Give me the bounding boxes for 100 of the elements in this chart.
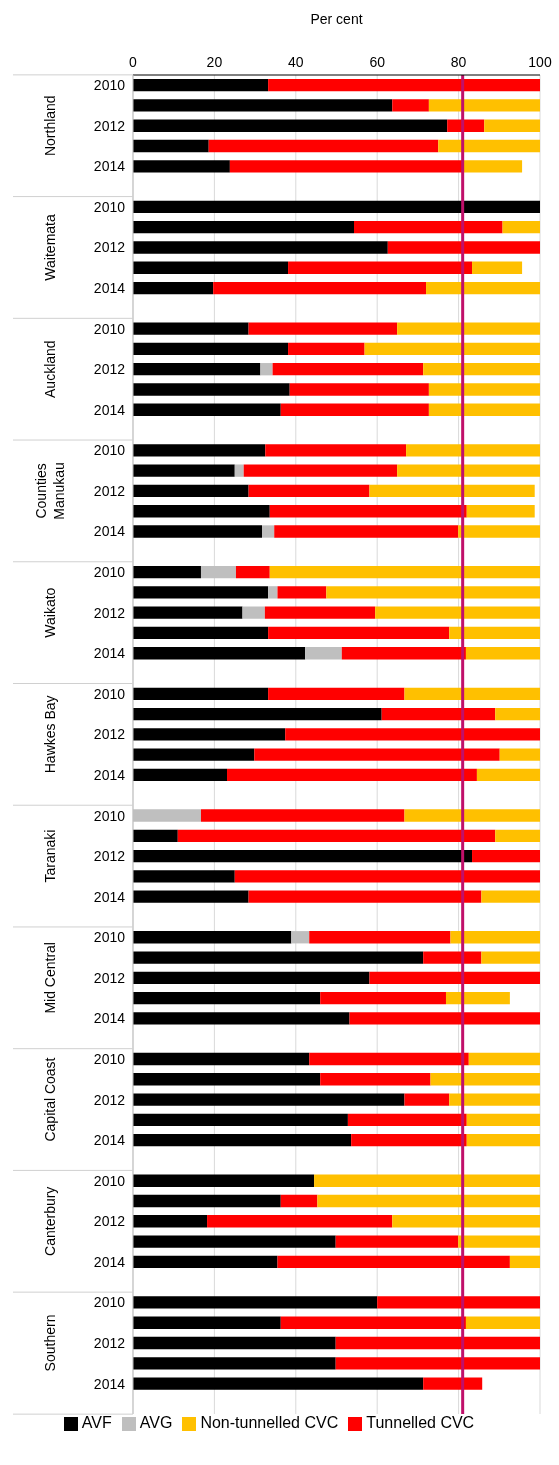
bar (133, 565, 201, 579)
y-tick-label: 2014 (93, 523, 126, 540)
bar (288, 342, 365, 356)
bar (291, 931, 310, 944)
bar (254, 748, 500, 761)
y-tick-label: 2012 (93, 361, 126, 378)
bar (404, 809, 540, 822)
bar (423, 1377, 483, 1390)
bar (133, 1133, 352, 1147)
bar (509, 1255, 540, 1269)
y-tick-label: 2010 (93, 320, 126, 337)
bar (406, 444, 540, 457)
y-tick-label: 2010 (93, 1294, 126, 1311)
bar (438, 139, 540, 153)
bar (133, 647, 306, 660)
bar (133, 403, 281, 416)
y-tick-label: 2010 (93, 77, 126, 94)
x-tick-label: 60 (369, 54, 386, 70)
bar (466, 1113, 540, 1127)
y-tick-label: 2012 (93, 117, 126, 134)
bar (133, 849, 473, 863)
y-tick-label: 2010 (93, 198, 126, 215)
bar (317, 1194, 540, 1208)
bar (133, 687, 269, 700)
text: Counties Manukau (33, 462, 67, 520)
bar (133, 829, 178, 842)
bar (133, 363, 261, 376)
x-axis-title: Per cent (309, 10, 364, 29)
bar (428, 383, 540, 396)
bar (341, 647, 466, 660)
y-tick-label: 2010 (93, 807, 126, 824)
bar (133, 707, 382, 721)
bar (133, 870, 235, 883)
bar (133, 79, 269, 92)
bar (133, 1174, 315, 1187)
bar (465, 647, 540, 660)
bar (495, 829, 540, 842)
bar (272, 363, 424, 376)
bar (248, 484, 370, 498)
bar (392, 1215, 540, 1228)
bar (484, 119, 540, 132)
bar (449, 626, 540, 640)
bar (235, 565, 270, 579)
bar (472, 261, 523, 274)
y-tick-label: 2014 (93, 1132, 126, 1149)
bar (387, 241, 540, 254)
y-tick-label: 2014 (93, 158, 126, 175)
bar (274, 525, 459, 538)
y-tick-label: 2014 (93, 888, 126, 905)
bar (133, 525, 263, 538)
bar (364, 342, 540, 356)
bar (133, 383, 290, 396)
bar (280, 403, 429, 416)
y-tick-label: 2010 (93, 564, 126, 581)
bar (458, 1235, 540, 1248)
bar (351, 1133, 467, 1147)
bar (269, 505, 467, 518)
bar (502, 221, 540, 234)
bar (229, 160, 464, 173)
bar (428, 99, 540, 112)
bar (133, 1052, 310, 1066)
bar (495, 707, 540, 721)
bar (133, 1235, 336, 1248)
bar (265, 444, 407, 457)
bar (326, 586, 540, 599)
legend-label: AVG (139, 1414, 173, 1431)
bar (264, 606, 376, 619)
bar (177, 829, 496, 842)
x-tick-label: 80 (450, 54, 467, 70)
legend-label: Non-tunnelled CVC (200, 1414, 339, 1431)
y-tick-label: 2014 (93, 401, 126, 418)
bar (335, 1357, 540, 1370)
bar (280, 1316, 466, 1329)
y-tick-label: 2014 (93, 1375, 126, 1392)
y-tick-label: 2012 (93, 239, 126, 256)
bar (133, 626, 269, 640)
bar (200, 565, 236, 579)
bar (133, 139, 209, 153)
bar (243, 464, 398, 477)
bar (404, 687, 540, 700)
y-tick-label: 2014 (93, 645, 126, 662)
bar (133, 1377, 424, 1390)
bar (404, 1093, 450, 1106)
bar (133, 99, 393, 112)
bar (347, 1113, 467, 1127)
bar (133, 322, 249, 335)
bar (472, 849, 540, 863)
bar (133, 586, 269, 599)
bar (430, 1073, 540, 1086)
bar (133, 200, 540, 214)
bar (354, 221, 503, 234)
bar (450, 931, 540, 944)
bar (285, 728, 540, 741)
bar (133, 1194, 281, 1208)
bar (499, 748, 540, 761)
bar (458, 525, 540, 538)
bar (428, 403, 540, 416)
bar (133, 991, 321, 1005)
bar (227, 768, 477, 782)
bar (133, 1073, 321, 1086)
